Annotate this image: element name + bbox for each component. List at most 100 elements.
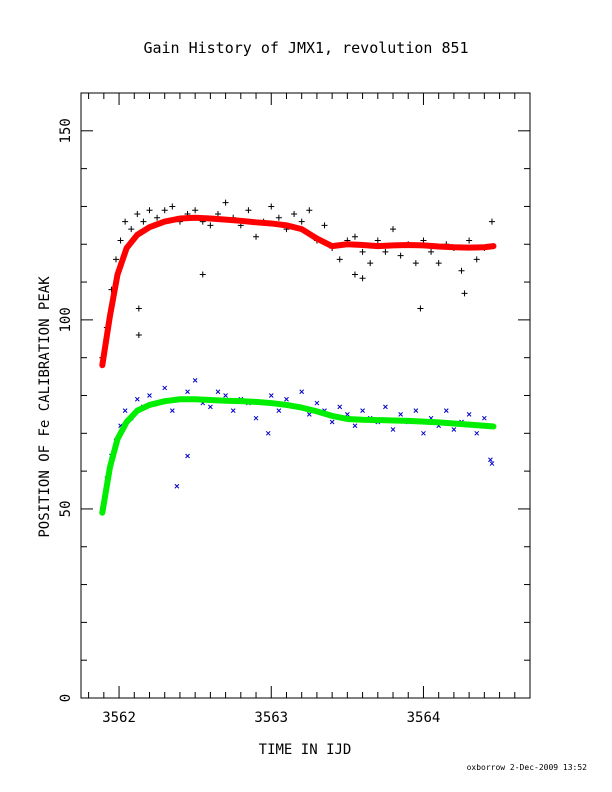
fit-curve	[99, 214, 497, 369]
y-axis-label: POSITION OF Fe CALIBRATION PEAK	[37, 276, 53, 538]
y-axis: 0 50 100 150	[58, 118, 530, 702]
data-point	[147, 393, 152, 398]
data-point	[352, 423, 358, 429]
data-point	[359, 248, 366, 255]
data-point	[435, 260, 442, 267]
data-point	[336, 256, 343, 263]
chart-title: Gain History of JMX1, revolution 851	[143, 39, 468, 57]
data-point	[306, 412, 312, 417]
data-point	[134, 396, 140, 402]
data-point	[390, 427, 396, 432]
data-point	[413, 408, 419, 413]
y-tick-label: 150	[58, 118, 74, 143]
data-point	[230, 408, 236, 413]
x-tick-label: 3563	[254, 710, 288, 726]
data-point	[113, 256, 120, 263]
y-tick-label: 50	[58, 501, 74, 518]
data-point	[351, 271, 358, 278]
y-tick-label: 100	[58, 307, 74, 332]
y-tick-label: 0	[58, 694, 74, 702]
data-point	[199, 271, 206, 278]
data-point	[265, 430, 271, 436]
data-point	[284, 396, 289, 402]
data-point	[291, 211, 298, 217]
data-point	[481, 415, 487, 421]
data-point	[329, 419, 335, 425]
x-tick-label: 3562	[102, 710, 136, 726]
data-point	[122, 218, 129, 225]
data-point	[337, 404, 343, 410]
data-point	[351, 233, 358, 240]
data-point	[253, 415, 259, 421]
data-point	[140, 218, 147, 225]
data-point	[458, 267, 465, 274]
data-point	[359, 275, 366, 282]
data-point	[192, 378, 198, 383]
data-point	[162, 385, 168, 391]
data-point	[215, 389, 221, 395]
x-tick-label: 3564	[407, 710, 441, 726]
x-axis: 3562 3563 3564	[88, 93, 531, 726]
data-point	[253, 233, 260, 240]
data-point	[488, 218, 495, 225]
data-point	[314, 400, 320, 406]
data-point	[134, 211, 141, 217]
data-point	[466, 237, 473, 244]
data-point	[461, 290, 468, 297]
data-point	[192, 207, 199, 214]
data-point	[473, 256, 480, 263]
data-point	[222, 199, 229, 206]
data-point	[374, 237, 381, 244]
data-point	[488, 457, 493, 463]
series-3	[99, 396, 497, 516]
series-0	[99, 199, 495, 361]
data-point	[223, 393, 228, 398]
data-point	[268, 203, 275, 210]
data-point	[135, 305, 142, 312]
data-point	[276, 408, 282, 413]
data-point	[428, 248, 435, 255]
data-point	[417, 305, 424, 312]
data-point	[185, 453, 190, 459]
data-point	[208, 404, 213, 410]
data-point	[466, 412, 472, 417]
footer-credit: oxborrow 2-Dec-2009 13:52	[467, 763, 588, 772]
data-point	[383, 404, 388, 410]
data-point	[306, 207, 313, 214]
series-2	[99, 214, 497, 369]
data-point	[146, 207, 153, 214]
data-point	[474, 430, 480, 436]
data-point	[135, 332, 142, 338]
data-point	[397, 252, 404, 259]
data-point	[412, 260, 419, 267]
data-point	[214, 211, 221, 217]
data-point	[298, 218, 305, 225]
data-point	[275, 214, 282, 221]
data-point	[122, 408, 128, 413]
fit-curve	[99, 396, 497, 516]
series-layer	[99, 199, 497, 516]
data-point	[367, 260, 374, 267]
data-point	[443, 408, 449, 413]
data-point	[161, 207, 168, 214]
data-point	[268, 393, 274, 398]
series-1	[99, 378, 495, 512]
data-point	[154, 214, 161, 221]
data-point	[169, 203, 176, 210]
data-point	[398, 412, 403, 417]
data-point	[382, 248, 389, 255]
data-point	[421, 430, 426, 436]
data-point	[169, 408, 175, 413]
data-point	[117, 237, 124, 244]
data-point	[390, 226, 397, 233]
data-point	[174, 483, 180, 489]
data-point	[299, 389, 305, 395]
data-point	[207, 222, 214, 229]
x-axis-label: TIME IN IJD	[259, 742, 352, 758]
data-point	[360, 408, 365, 413]
data-point	[451, 427, 457, 432]
data-point	[489, 461, 495, 466]
plot-frame	[80, 92, 531, 699]
data-point	[128, 226, 135, 233]
